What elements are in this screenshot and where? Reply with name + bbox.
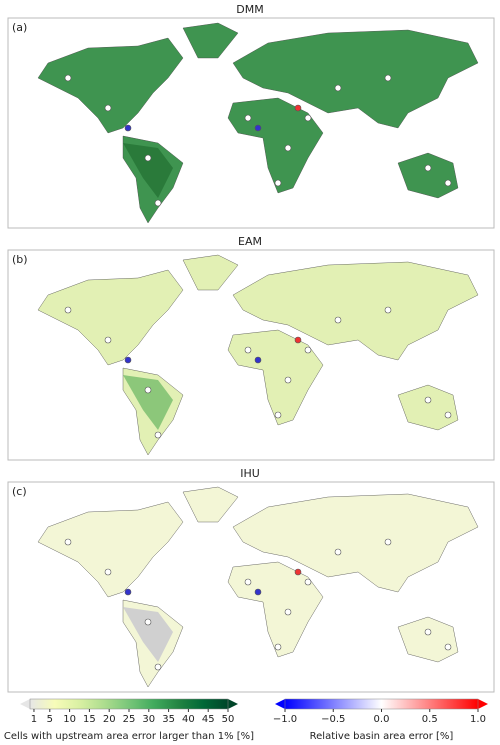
tick-label: −0.5 [321,714,345,725]
land-patch [123,143,173,198]
colorbar-label: Relative basin area error [%] [310,731,454,742]
panel-label: (c) [12,485,27,498]
map [37,22,479,224]
tick-label: 5 [47,714,53,725]
tick-label: 30 [142,714,155,725]
map [37,486,479,688]
tick-label: −1.0 [273,714,297,725]
tick-label: 25 [123,714,136,725]
extend-arrow [275,699,285,709]
tick-label: 0.5 [422,714,438,725]
panel-title: IHU [240,467,260,480]
map [37,254,479,456]
panel-label: (b) [12,253,28,266]
colorbar [29,698,229,710]
tick-label: 0.0 [374,714,390,725]
panel-title: EAM [238,235,262,248]
colorbar-label: Cells with upstream area error larger th… [4,731,254,742]
land-patch [123,375,173,430]
tick-label: 35 [162,714,175,725]
tick-label: 1 [31,714,37,725]
extend-arrow [20,699,30,709]
panel-label: (a) [12,21,27,34]
tick-label: 50 [222,714,235,725]
panel-title: DMM [236,3,263,16]
colorbar [284,698,479,710]
tick-label: 45 [202,714,215,725]
extend-arrow [228,699,238,709]
tick-label: 40 [182,714,195,725]
tick-label: 15 [83,714,96,725]
tick-label: 10 [63,714,76,725]
extend-arrow [478,699,488,709]
land-patch [123,607,173,662]
tick-label: 1.0 [470,714,486,725]
tick-label: 20 [103,714,116,725]
